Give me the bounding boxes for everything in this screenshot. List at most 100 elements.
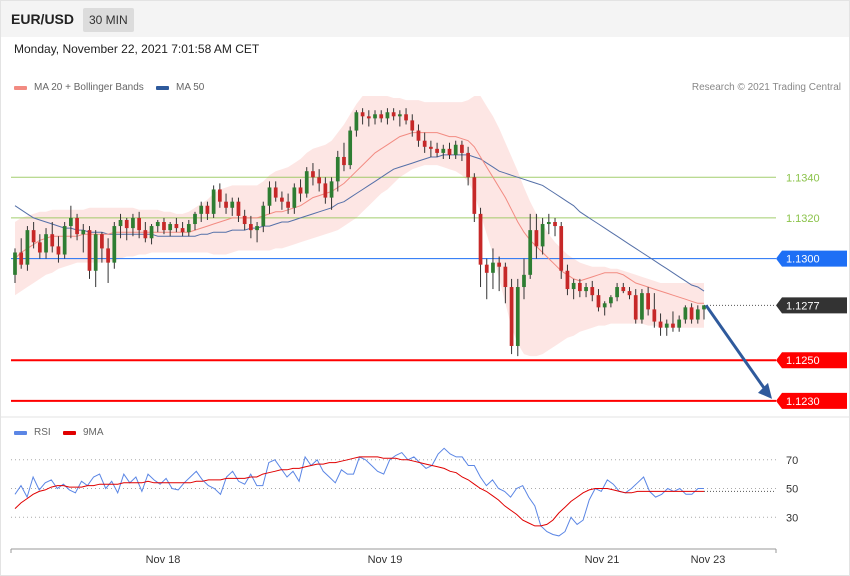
candle-body [348, 130, 353, 166]
chart-datetime: Monday, November 22, 2021 7:01:58 AM CET [14, 42, 260, 56]
candle-body [664, 323, 669, 328]
candle-body [472, 177, 477, 214]
candle-body [292, 187, 297, 208]
level-label-1.1277: 1.1277 [786, 300, 820, 312]
level-tag-1.1230 [776, 392, 847, 409]
candle-body [342, 156, 346, 166]
candle-body [435, 148, 439, 153]
candle-body [224, 201, 228, 208]
candle-body [404, 114, 408, 121]
level-label-1.1300: 1.1300 [786, 254, 820, 266]
candle-body [311, 171, 315, 178]
rsi-level-label-50: 50 [786, 484, 798, 496]
candle-body [131, 217, 135, 229]
candle-body [546, 222, 551, 225]
candle-body [267, 187, 272, 206]
x-tick-label: Nov 18 [146, 554, 181, 566]
candle-body [62, 226, 67, 255]
ma9-legend-label: 9MA [83, 427, 104, 438]
bollinger-band-area [15, 96, 704, 357]
candle-body [100, 234, 104, 249]
candle-body [515, 287, 520, 346]
candle-body [168, 224, 173, 231]
candle-body [658, 321, 663, 328]
candle-body [335, 156, 340, 182]
candle-body [44, 234, 48, 253]
candle-body [286, 201, 290, 208]
candle-body [584, 287, 588, 292]
candle-body [590, 287, 595, 296]
candle-body [280, 197, 284, 202]
candle-body [31, 230, 36, 243]
candle-body [491, 262, 495, 273]
candle-body [249, 224, 253, 231]
candle-body [559, 226, 564, 271]
candle-body [447, 148, 452, 155]
candle-body [106, 248, 110, 263]
rsi-level-label-70: 70 [786, 455, 798, 467]
candle-body [466, 152, 470, 178]
candle-body [652, 309, 657, 322]
candle-body [410, 120, 415, 131]
credit-text: Research © 2021 Trading Central [691, 82, 841, 93]
level-label-1.1340: 1.1340 [786, 172, 820, 184]
candle-body [186, 224, 191, 233]
rsi-swatch [14, 430, 27, 435]
rsi-level-label-30: 30 [786, 512, 798, 524]
candle-body [162, 222, 166, 231]
candle-body [56, 246, 61, 255]
candle-body [50, 234, 55, 247]
candle-body [37, 242, 42, 253]
timeframe-badge[interactable]: 30 MIN [83, 8, 134, 32]
candle-body [329, 181, 334, 198]
candle-body [360, 112, 365, 117]
candle-body [205, 205, 210, 214]
candle-body [429, 146, 433, 149]
candle-body [528, 230, 533, 275]
ma20-legend-label: MA 20 + Bollinger Bands [34, 82, 144, 93]
candle-body [503, 266, 508, 288]
candle-body [571, 282, 576, 290]
ma50-swatch [156, 85, 169, 90]
rsi-series-RSI [14, 447, 704, 537]
candle-body [671, 323, 675, 328]
candle-body [366, 116, 371, 119]
candle-body [646, 293, 650, 310]
candle-body [69, 217, 73, 227]
candle-body [627, 291, 632, 296]
candle-body [211, 189, 216, 214]
candle-body [217, 189, 222, 202]
x-tick-label: Nov 19 [368, 554, 403, 566]
candle-body [174, 224, 179, 229]
candle-body [155, 222, 160, 227]
candle-body [677, 319, 682, 328]
candle-body [298, 187, 303, 194]
candle-body [621, 287, 626, 292]
candle-body [484, 264, 489, 273]
candle-body [354, 112, 359, 131]
level-tag-1.1250 [776, 352, 847, 369]
candle-body [118, 219, 123, 227]
candle-body [385, 112, 390, 119]
legend-rsi: RSI [14, 427, 51, 438]
candle-body [695, 309, 700, 320]
candle-body [522, 274, 526, 288]
level-label-1.1250: 1.1250 [786, 355, 820, 367]
candle-body [416, 130, 421, 141]
candle-body [441, 148, 446, 153]
candle-body [534, 230, 539, 247]
candle-body [87, 230, 92, 271]
projection-arrow-head [758, 382, 772, 399]
candle-body [255, 226, 259, 231]
candle-body [391, 112, 396, 117]
ma9-swatch [63, 430, 76, 435]
x-tick-label: Nov 23 [691, 554, 726, 566]
candle-body [323, 183, 328, 198]
candle-body [230, 201, 235, 208]
candle-body [143, 230, 148, 239]
ma50-line [14, 154, 705, 292]
candle-body [25, 230, 30, 265]
candle-body [615, 287, 619, 298]
candle-body [683, 307, 688, 320]
